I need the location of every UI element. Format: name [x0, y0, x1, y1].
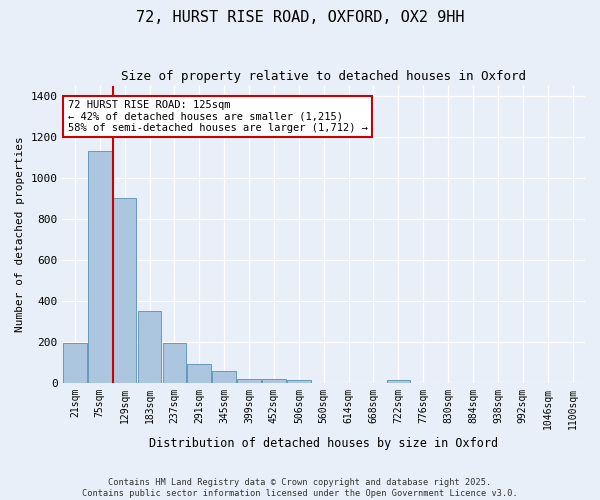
- X-axis label: Distribution of detached houses by size in Oxford: Distribution of detached houses by size …: [149, 437, 498, 450]
- Bar: [287, 380, 311, 382]
- Text: Contains HM Land Registry data © Crown copyright and database right 2025.
Contai: Contains HM Land Registry data © Crown c…: [82, 478, 518, 498]
- Bar: [212, 372, 236, 382]
- Bar: [88, 151, 112, 382]
- Title: Size of property relative to detached houses in Oxford: Size of property relative to detached ho…: [121, 70, 526, 83]
- Y-axis label: Number of detached properties: Number of detached properties: [15, 136, 25, 332]
- Bar: [113, 198, 136, 382]
- Bar: [187, 364, 211, 382]
- Text: 72 HURST RISE ROAD: 125sqm
← 42% of detached houses are smaller (1,215)
58% of s: 72 HURST RISE ROAD: 125sqm ← 42% of deta…: [68, 100, 368, 133]
- Bar: [163, 342, 186, 382]
- Bar: [237, 378, 261, 382]
- Text: 72, HURST RISE ROAD, OXFORD, OX2 9HH: 72, HURST RISE ROAD, OXFORD, OX2 9HH: [136, 10, 464, 25]
- Bar: [137, 311, 161, 382]
- Bar: [63, 342, 86, 382]
- Bar: [262, 378, 286, 382]
- Bar: [386, 380, 410, 382]
